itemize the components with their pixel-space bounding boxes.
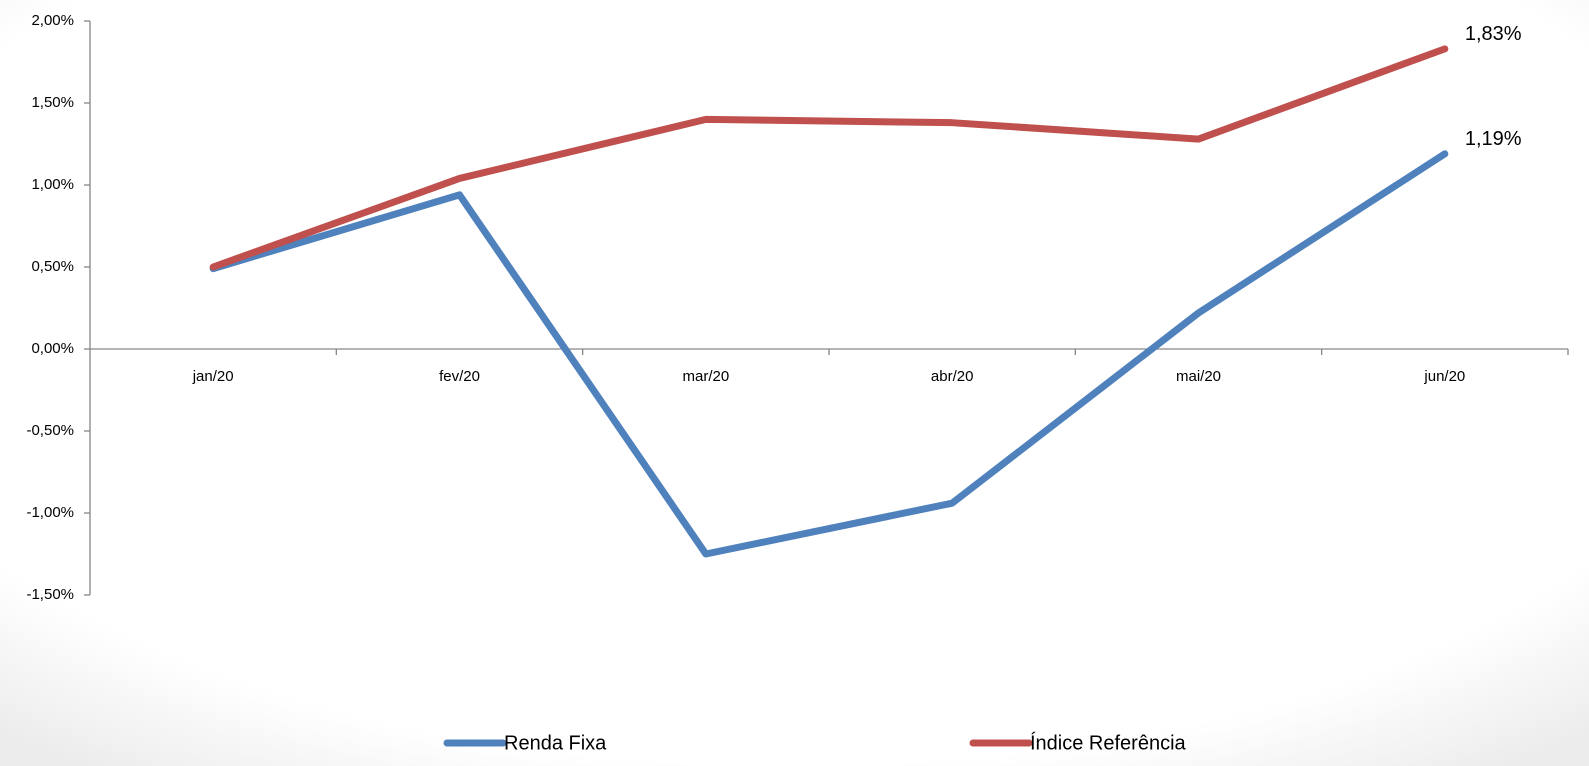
data-label: 1,83%	[1465, 23, 1522, 45]
y-tick-label: -1,50%	[26, 586, 74, 603]
x-tick-label: jan/20	[192, 368, 234, 385]
x-tick-label: fev/20	[439, 368, 480, 385]
x-tick-label: jun/20	[1423, 368, 1465, 385]
legend-label: Índice Referência	[1030, 731, 1187, 754]
y-tick-label: 0,00%	[31, 340, 74, 357]
x-tick-label: mar/20	[682, 368, 729, 385]
x-tick-label: mai/20	[1176, 368, 1221, 385]
y-tick-label: -1,00%	[26, 504, 74, 521]
y-tick-label: 1,50%	[31, 94, 74, 111]
y-tick-label: 1,00%	[31, 176, 74, 193]
data-label: 1,19%	[1465, 128, 1522, 150]
series-line	[209, 150, 1449, 558]
series-line	[209, 45, 1449, 271]
x-tick-label: abr/20	[931, 368, 974, 385]
y-tick-label: -0,50%	[26, 422, 74, 439]
y-tick-label: 2,00%	[31, 12, 74, 29]
legend-label: Renda Fixa	[504, 732, 607, 754]
y-tick-label: 0,50%	[31, 258, 74, 275]
